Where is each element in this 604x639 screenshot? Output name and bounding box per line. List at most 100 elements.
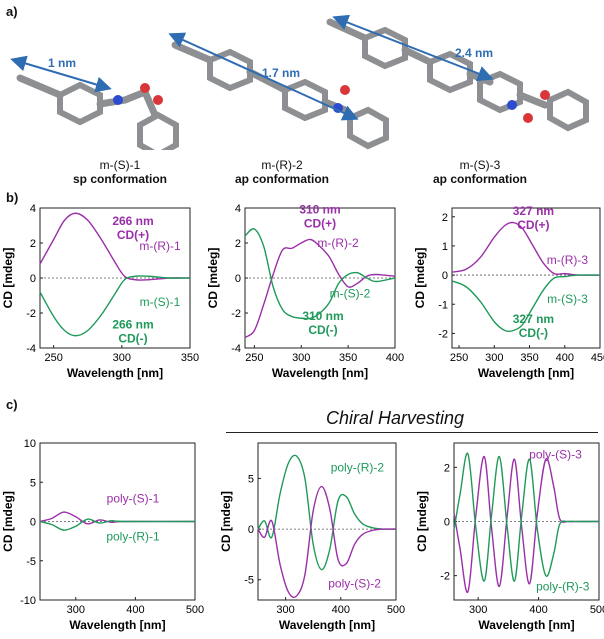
panel-label-b: b) — [6, 190, 19, 205]
peak-annotation: 310 nm — [299, 203, 340, 217]
y-tick-label: 0 — [442, 270, 448, 282]
y-tick-label: 2 — [444, 462, 450, 474]
panel-label-a: a) — [6, 4, 18, 19]
peak-annotation: 266 nm — [112, 214, 153, 228]
molecular-structures — [10, 14, 589, 150]
y-tick-label: -4 — [26, 343, 36, 355]
plot-frame — [257, 442, 397, 601]
peak-annotation: CD(-) — [118, 331, 147, 345]
structure-conformation-1: sp conformation — [72, 172, 167, 186]
y-tick-label: -10 — [20, 595, 36, 607]
chiral-harvesting-title: Chiral Harvesting — [325, 408, 465, 428]
y-tick-label: 1 — [442, 241, 448, 253]
x-tick-label: 350 — [181, 352, 199, 364]
series-label: poly-(R)-2 — [331, 460, 385, 474]
chart-b1: 250 300 350 -4 -2 0 2 4 Wavelength [nm] CD [mdeg]… — [1, 203, 199, 380]
x-axis-label: Wavelength [nm] — [478, 366, 574, 380]
x-tick-label: 250 — [44, 352, 62, 364]
y-axis-label: CD [mdeg] — [415, 491, 429, 552]
peak-annotation: 327 nm — [513, 204, 554, 218]
series-label: poly-(S)-2 — [328, 576, 381, 590]
y-tick-label: -5 — [26, 556, 36, 568]
series-line-0 — [257, 454, 397, 571]
peak-annotation: CD(-) — [308, 323, 337, 337]
series-label: m-(S)-3 — [547, 292, 588, 306]
x-tick-label: 300 — [113, 352, 131, 364]
series-label: poly-(S)-3 — [529, 448, 582, 462]
x-tick-label: 300 — [485, 352, 503, 364]
peak-annotation: CD(+) — [517, 218, 549, 232]
x-tick-label: 500 — [186, 604, 204, 616]
peak-annotation: CD(+) — [117, 228, 149, 242]
x-tick-label: 250 — [245, 352, 263, 364]
x-axis-label: Wavelength [nm] — [272, 366, 368, 380]
x-tick-label: 400 — [529, 604, 547, 616]
y-tick-label: -2 — [231, 308, 241, 320]
x-tick-label: 450 — [591, 352, 604, 364]
y-axis-label: CD [mdeg] — [1, 491, 15, 552]
x-tick-label: 250 — [450, 352, 468, 364]
series-label: m-(S)-1 — [140, 295, 181, 309]
series-line-1 — [244, 228, 396, 320]
distance-label-3: 2.4 nm — [455, 46, 494, 60]
x-tick-label: 300 — [67, 604, 85, 616]
chart-c2: 300 400 500 -5 0 5 Wavelength [nm] CD [mdeg] pol… — [219, 442, 405, 632]
series-line-1 — [39, 275, 191, 337]
y-tick-label: 4 — [235, 203, 241, 215]
series-label: poly-(R)-1 — [106, 529, 160, 543]
x-tick-label: 300 — [292, 352, 310, 364]
chiral-harvesting-rule — [226, 432, 598, 433]
series-label: poly-(S)-1 — [107, 492, 160, 506]
series-line-0 — [39, 212, 191, 281]
y-tick-label: 4 — [30, 203, 36, 215]
structure-conformation-3: ap conformation — [432, 172, 527, 186]
x-tick-label: 300 — [469, 604, 487, 616]
series-label: m-(R)-1 — [139, 239, 181, 253]
series-label: poly-(R)-3 — [536, 580, 590, 594]
series-line-1 — [39, 518, 196, 531]
x-tick-label: 350 — [339, 352, 357, 364]
x-axis-label: Wavelength [nm] — [67, 366, 163, 380]
chart-b3: 250 300 350 400 450 -2 -1 0 1 2 Wavelength [nm] CD … — [413, 204, 604, 380]
structure-name-2: m-(R)-2 — [261, 158, 303, 172]
peak-annotation: 310 nm — [302, 309, 343, 323]
y-tick-label: -4 — [231, 343, 241, 355]
x-tick-label: 400 — [126, 604, 144, 616]
y-tick-label: -2 — [26, 308, 36, 320]
y-tick-label: -2 — [440, 571, 450, 583]
structure-conformation-2: ap conformation — [234, 172, 329, 186]
y-tick-label: 2 — [30, 238, 36, 250]
y-tick-label: 5 — [248, 473, 254, 485]
y-tick-label: 2 — [442, 212, 448, 224]
y-axis-label: CD [mdeg] — [206, 248, 220, 309]
y-tick-label: 0 — [235, 273, 241, 285]
x-tick-label: 400 — [556, 352, 574, 364]
series-line-1 — [451, 274, 601, 333]
y-tick-label: 10 — [24, 438, 36, 450]
y-axis-label: CD [mdeg] — [413, 248, 427, 309]
x-tick-label: 500 — [590, 604, 604, 616]
x-tick-label: 400 — [332, 604, 350, 616]
y-tick-label: 0 — [444, 517, 450, 529]
y-tick-label: -5 — [244, 575, 254, 587]
y-tick-label: 0 — [248, 524, 254, 536]
y-axis-label: CD [mdeg] — [219, 491, 233, 552]
chart-c1: 300 400 500 -10 -5 0 5 10 Wavelength [nm] CD [mde… — [1, 438, 204, 632]
structure-name-1: m-(S)-1 — [99, 158, 141, 172]
distance-label-1: 1 nm — [48, 56, 77, 70]
x-axis-label: Wavelength [nm] — [478, 618, 574, 632]
series-line-0 — [244, 238, 396, 339]
series-label: m-(R)-3 — [547, 253, 589, 267]
plot-frame — [451, 207, 601, 349]
series-line-0 — [451, 221, 601, 276]
x-tick-label: 400 — [386, 352, 404, 364]
y-tick-label: 2 — [235, 238, 241, 250]
y-tick-label: 0 — [30, 517, 36, 529]
y-tick-label: -2 — [438, 328, 448, 340]
x-tick-label: 500 — [387, 604, 405, 616]
peak-annotation: CD(-) — [519, 326, 548, 340]
x-axis-label: Wavelength [nm] — [279, 618, 375, 632]
y-tick-label: 0 — [30, 273, 36, 285]
x-tick-label: 300 — [276, 604, 294, 616]
